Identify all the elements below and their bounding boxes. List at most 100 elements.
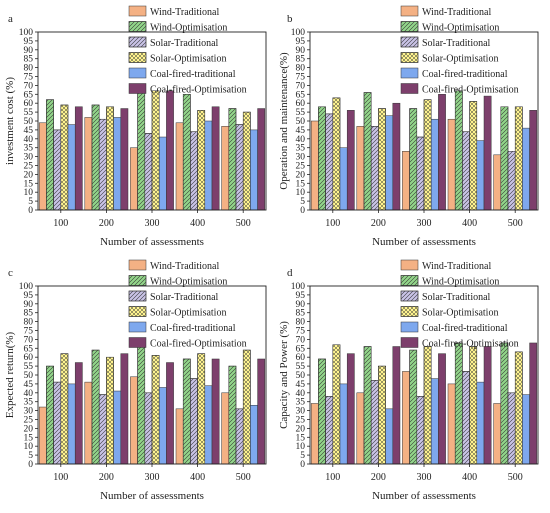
legend-swatch-hatch xyxy=(400,52,419,63)
x-tick-label: 500 xyxy=(236,472,251,483)
y-tick-label: 70 xyxy=(296,81,306,91)
bar-hatch xyxy=(363,92,372,211)
y-tick-label: 65 xyxy=(24,344,34,354)
bar-coal-fired-traditional xyxy=(522,127,530,211)
legend-swatch-hatch xyxy=(128,52,147,63)
bar-coal-fired-traditional xyxy=(339,383,348,465)
bar-hatch xyxy=(190,378,198,465)
bar-coal-fired-traditional xyxy=(250,129,258,211)
bar-wind-traditional xyxy=(175,122,184,211)
bar-coal-fired-traditional xyxy=(113,390,122,465)
bar-wind-traditional xyxy=(402,371,410,465)
bar-wind-traditional xyxy=(310,120,319,211)
bar-hatch xyxy=(228,365,237,465)
legend-entry: Wind-Traditional xyxy=(422,7,491,18)
y-tick-label: 45 xyxy=(24,380,34,390)
x-axis-label: Number of assessments xyxy=(100,236,204,248)
panel-label: d xyxy=(287,267,293,279)
bar-wind-traditional xyxy=(356,126,365,211)
y-tick-label: 5 xyxy=(28,197,33,207)
bar-wind-traditional xyxy=(130,147,138,211)
legend-swatch-hatch xyxy=(400,306,419,317)
y-tick-label: 100 xyxy=(19,282,34,292)
y-tick-label: 90 xyxy=(296,46,306,56)
bar-coal-fired-optimisation xyxy=(438,353,446,465)
x-tick-label: 400 xyxy=(462,218,477,229)
y-tick-label: 45 xyxy=(24,126,34,136)
bar-hatch xyxy=(454,90,463,211)
legend-swatch xyxy=(128,259,147,271)
bar-wind-traditional xyxy=(38,122,47,211)
y-axis-label: Expected return(%) xyxy=(4,331,16,418)
y-tick-label: 75 xyxy=(296,327,306,337)
x-tick-label: 300 xyxy=(417,218,432,229)
y-tick-label: 80 xyxy=(24,318,34,328)
bar-hatch xyxy=(332,344,341,465)
bar-coal-fired-optimisation xyxy=(211,106,220,211)
y-tick-label: 20 xyxy=(296,424,306,434)
legend-entry: Coal-fired-Optimisation xyxy=(422,339,519,350)
bar-hatch xyxy=(242,111,251,211)
bar-coal-fired-traditional xyxy=(339,147,348,211)
bar-hatch xyxy=(46,365,54,465)
y-tick-label: 70 xyxy=(24,335,34,345)
y-tick-label: 40 xyxy=(296,389,306,399)
bar-coal-fired-traditional xyxy=(67,124,76,211)
y-tick-label: 50 xyxy=(296,117,306,127)
x-tick-label: 400 xyxy=(190,218,205,229)
bar-hatch xyxy=(228,108,237,211)
x-tick-label: 500 xyxy=(236,218,251,229)
bar-wind-traditional xyxy=(447,118,456,211)
bar-hatch xyxy=(378,108,386,211)
bar-hatch xyxy=(500,342,509,465)
bar-hatch xyxy=(409,108,418,211)
y-tick-label: 85 xyxy=(296,309,306,319)
bar-wind-traditional xyxy=(356,392,365,465)
bar-wind-traditional xyxy=(130,376,138,465)
legend-swatch xyxy=(128,67,147,79)
y-tick-label: 80 xyxy=(296,318,306,328)
y-tick-label: 35 xyxy=(296,398,306,408)
bar-hatch xyxy=(370,380,379,465)
bar-coal-fired-optimisation xyxy=(257,358,266,465)
y-tick-label: 10 xyxy=(24,188,34,198)
bar-hatch xyxy=(235,124,244,211)
y-tick-label: 40 xyxy=(296,135,306,145)
y-tick-label: 30 xyxy=(296,153,306,163)
y-tick-label: 80 xyxy=(24,64,34,74)
y-tick-label: 50 xyxy=(24,371,34,381)
legend-swatch xyxy=(128,321,147,333)
x-tick-label: 300 xyxy=(145,472,160,483)
legend-swatch xyxy=(400,5,419,17)
bar-coal-fired-traditional xyxy=(385,115,394,211)
y-tick-label: 35 xyxy=(24,144,34,154)
x-tick-label: 200 xyxy=(99,218,114,229)
bar-coal-fired-traditional xyxy=(476,381,485,465)
bar-coal-fired-traditional xyxy=(158,387,167,465)
bar-hatch xyxy=(144,133,153,211)
legend-swatch xyxy=(400,67,419,79)
y-tick-label: 90 xyxy=(296,300,306,310)
y-tick-label: 95 xyxy=(296,37,306,47)
bar-hatch xyxy=(53,129,62,211)
legend-entry: Solar-Optimisation xyxy=(150,54,226,65)
x-axis-label: Number of assessments xyxy=(372,236,476,248)
bar-wind-traditional xyxy=(221,126,230,211)
legend-swatch xyxy=(128,337,147,348)
bar-hatch xyxy=(318,106,326,211)
bar-coal-fired-traditional xyxy=(430,378,439,465)
bar-hatch xyxy=(378,365,386,465)
bar-coal-fired-traditional xyxy=(250,405,258,465)
panel-label: a xyxy=(8,13,13,25)
y-tick-label: 50 xyxy=(296,371,306,381)
y-tick-label: 75 xyxy=(296,73,306,83)
legend-entry: Coal-fired-Optimisation xyxy=(422,85,519,96)
bar-hatch xyxy=(182,94,191,211)
bar-hatch xyxy=(507,151,516,211)
legend-entry: Wind-Optimisation xyxy=(150,23,227,34)
bar-hatch xyxy=(469,101,478,211)
bar-hatch xyxy=(98,118,107,211)
bar-hatch xyxy=(197,353,206,465)
y-tick-label: 40 xyxy=(24,135,34,145)
